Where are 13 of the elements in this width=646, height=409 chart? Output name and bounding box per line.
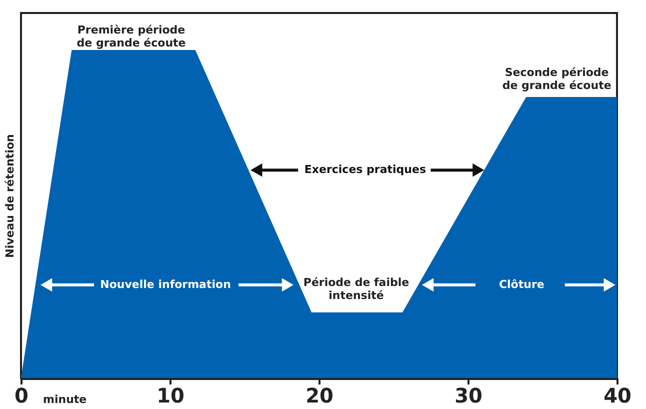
x-tick-label: 30 <box>454 384 482 408</box>
annotation: Nouvelle information <box>100 278 231 291</box>
x-axis-title: minute <box>43 393 87 406</box>
y-axis-title: Niveau de rétention <box>4 134 16 258</box>
x-tick-label: 10 <box>156 384 184 408</box>
annotation: Exercices pratiques <box>304 163 426 176</box>
x-tick-label: 0 <box>14 384 28 408</box>
x-tick-label: 20 <box>306 384 334 408</box>
annotation: Seconde période de grande écoute <box>502 66 612 92</box>
x-tick-label: 40 <box>604 384 632 408</box>
text: Première période de grande écoute <box>76 23 186 50</box>
annotation: Période de faible intensité <box>303 276 410 302</box>
annotation: Clôture <box>498 278 544 291</box>
